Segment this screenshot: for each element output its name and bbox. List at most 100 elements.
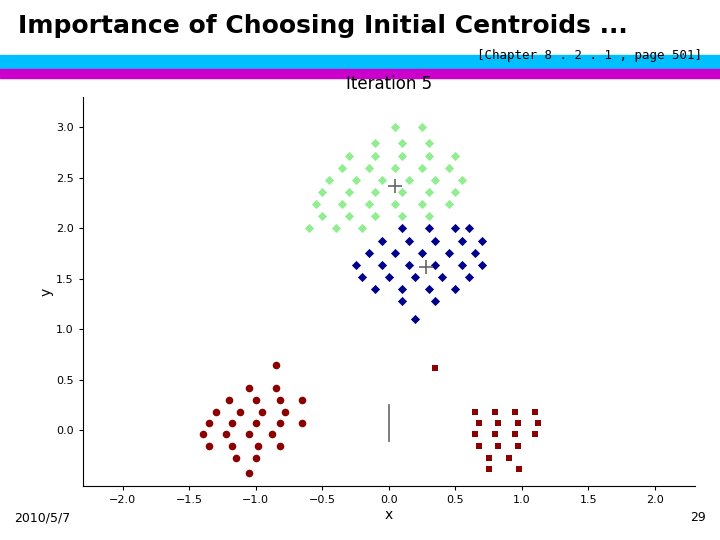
Point: [383, 273, 395, 281]
Point: [230, 454, 242, 462]
Point: [396, 212, 408, 221]
Point: [474, 419, 485, 428]
Point: [503, 454, 514, 462]
Point: [510, 408, 521, 416]
Point: [274, 396, 285, 404]
Point: [390, 200, 401, 208]
Point: [323, 176, 335, 184]
Point: [370, 212, 382, 221]
Point: [476, 260, 487, 269]
Point: [492, 441, 504, 450]
Point: [317, 212, 328, 221]
Point: [490, 430, 501, 439]
Point: [423, 224, 434, 233]
Point: [512, 419, 523, 428]
Point: [396, 138, 408, 147]
Point: [390, 164, 401, 172]
Point: [510, 430, 521, 439]
Point: [490, 408, 501, 416]
Point: [343, 188, 355, 197]
Point: [250, 396, 261, 404]
Point: [297, 396, 308, 404]
Point: [513, 464, 525, 473]
Text: 29: 29: [690, 511, 706, 524]
Point: [226, 441, 238, 450]
Point: [274, 441, 285, 450]
Point: [416, 200, 428, 208]
Point: [356, 224, 368, 233]
Point: [221, 430, 233, 439]
Point: [469, 248, 481, 257]
Point: [483, 464, 495, 473]
Point: [370, 285, 382, 293]
Text: [Chapter 8 . 2 . 1 , page 501]: [Chapter 8 . 2 . 1 , page 501]: [477, 49, 702, 62]
Point: [449, 285, 461, 293]
Point: [330, 224, 341, 233]
Point: [529, 430, 541, 439]
Point: [423, 212, 434, 221]
Point: [430, 237, 441, 245]
Point: [449, 224, 461, 233]
Point: [204, 441, 215, 450]
Text: Importance of Choosing Initial Centroids ...: Importance of Choosing Initial Centroids…: [18, 14, 628, 38]
Point: [512, 441, 523, 450]
Point: [529, 408, 541, 416]
Point: [343, 212, 355, 221]
Point: [430, 297, 441, 306]
Point: [270, 384, 282, 393]
Point: [370, 151, 382, 160]
Point: [297, 419, 308, 428]
Point: [350, 176, 361, 184]
Point: [449, 188, 461, 197]
Point: [310, 200, 321, 208]
Point: [436, 273, 448, 281]
Point: [279, 408, 291, 416]
Point: [370, 188, 382, 197]
Point: [430, 363, 441, 372]
Point: [416, 248, 428, 257]
Point: [423, 188, 434, 197]
Point: [243, 430, 255, 439]
Point: [410, 273, 421, 281]
Point: [204, 419, 215, 428]
Title: Iteration 5: Iteration 5: [346, 75, 432, 93]
Point: [266, 430, 277, 439]
Point: [250, 419, 261, 428]
Point: [210, 408, 222, 416]
Point: [303, 224, 315, 233]
Point: [253, 441, 264, 450]
Point: [363, 164, 374, 172]
Point: [463, 224, 474, 233]
Point: [532, 419, 544, 428]
Point: [443, 164, 454, 172]
Point: [197, 430, 208, 439]
Point: [363, 248, 374, 257]
Text: 2010/5/7: 2010/5/7: [14, 511, 71, 524]
Point: [403, 176, 415, 184]
Point: [403, 260, 415, 269]
Point: [430, 176, 441, 184]
X-axis label: x: x: [384, 508, 393, 522]
Point: [456, 237, 468, 245]
Point: [456, 260, 468, 269]
Point: [416, 164, 428, 172]
Point: [443, 248, 454, 257]
Point: [317, 188, 328, 197]
Point: [390, 248, 401, 257]
Point: [483, 454, 495, 462]
Point: [396, 224, 408, 233]
Point: [463, 273, 474, 281]
Point: [256, 408, 268, 416]
Point: [377, 260, 388, 269]
Bar: [0, 69, 720, 78]
Point: [350, 260, 361, 269]
Point: [274, 419, 285, 428]
Point: [423, 285, 434, 293]
Point: [243, 384, 255, 393]
Point: [396, 285, 408, 293]
Point: [469, 408, 481, 416]
Point: [416, 123, 428, 132]
Point: [270, 361, 282, 369]
Point: [476, 237, 487, 245]
Point: [403, 237, 415, 245]
